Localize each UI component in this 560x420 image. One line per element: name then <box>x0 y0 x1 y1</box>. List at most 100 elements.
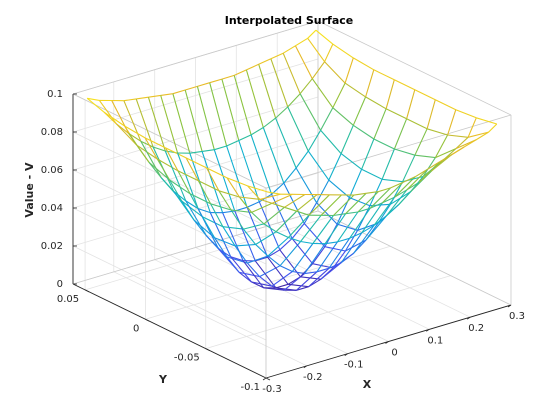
mesh-line <box>307 150 330 181</box>
grid-line-y-floor <box>205 275 451 349</box>
mesh-line <box>366 191 379 194</box>
mesh-line <box>435 148 457 159</box>
mesh-line <box>284 194 306 208</box>
mesh-line <box>320 129 342 154</box>
mesh-line <box>238 271 260 278</box>
mesh-line <box>201 216 216 239</box>
mesh-line <box>288 236 301 243</box>
x-tick-mark <box>385 341 389 344</box>
x-tick-label: -0.3 <box>262 384 282 395</box>
mesh-line <box>365 69 375 98</box>
mesh-line <box>221 78 240 141</box>
mesh-line <box>172 89 186 95</box>
mesh-line <box>307 37 326 63</box>
box-edge <box>317 210 512 306</box>
mesh-line <box>390 181 404 189</box>
mesh-line <box>406 89 416 119</box>
mesh-line <box>304 243 326 274</box>
z-tick-label: 0 <box>57 279 63 290</box>
mesh-line <box>382 196 395 204</box>
mesh-line <box>275 231 289 238</box>
mesh-line <box>251 211 265 225</box>
mesh-line <box>231 209 252 213</box>
mesh-line <box>197 208 220 250</box>
z-tick-label: 0.02 <box>41 241 63 252</box>
mesh-line <box>271 271 293 287</box>
mesh-line <box>291 243 314 272</box>
x-tick-mark <box>507 304 512 308</box>
box-edge <box>265 114 512 189</box>
mesh-line <box>300 240 313 245</box>
mesh-line <box>467 117 477 138</box>
mesh-line <box>267 237 289 257</box>
mesh-line <box>369 187 391 209</box>
mesh-line <box>422 157 436 177</box>
mesh-line <box>333 213 346 217</box>
mesh-line <box>414 89 436 101</box>
mesh-line <box>144 137 166 149</box>
mesh-line <box>315 29 334 45</box>
mesh-line <box>238 196 253 213</box>
x-tick-label: 0.2 <box>468 323 484 334</box>
mesh-line <box>349 207 371 239</box>
mesh-line <box>243 223 265 230</box>
mesh-line <box>365 215 387 241</box>
mesh-line <box>328 237 351 269</box>
mesh-line <box>373 108 387 140</box>
x-tick-mark <box>303 365 308 369</box>
mesh-line <box>369 202 383 209</box>
mesh-line <box>451 146 465 155</box>
mesh-line <box>332 250 346 269</box>
mesh-line <box>311 61 326 80</box>
mesh-line <box>279 265 293 272</box>
mesh-line <box>181 200 203 218</box>
z-tick-label: 0.04 <box>41 203 63 214</box>
mesh-line <box>222 210 235 214</box>
grid-line-x-floor <box>236 234 430 330</box>
mesh-line <box>287 214 310 238</box>
mesh-line <box>267 255 281 267</box>
mesh-line <box>336 211 359 243</box>
mesh-line <box>308 194 330 216</box>
mesh-line <box>447 109 457 136</box>
mesh-line <box>345 211 358 215</box>
mesh-line <box>222 226 236 247</box>
mesh-line <box>214 237 236 247</box>
mesh-line <box>148 162 162 179</box>
grid-line-y-floor <box>84 216 331 291</box>
mesh-line <box>332 43 354 59</box>
mesh-line <box>185 200 207 236</box>
mesh-line <box>312 246 326 265</box>
mesh-line <box>189 150 203 154</box>
mesh-line <box>357 207 371 213</box>
mesh-line <box>455 109 477 119</box>
mesh-line <box>135 98 154 148</box>
mesh-line <box>140 140 154 148</box>
mesh-line <box>247 255 269 264</box>
mesh-line <box>262 127 285 184</box>
mesh-line <box>209 78 223 84</box>
mesh-line <box>402 154 416 182</box>
mesh-line <box>259 276 273 287</box>
mesh-line <box>147 97 166 152</box>
mesh-line <box>98 100 117 125</box>
mesh-line <box>283 182 305 224</box>
mesh-line <box>394 176 416 198</box>
mesh-line <box>255 244 269 257</box>
mesh-line <box>324 213 347 245</box>
mesh-line <box>373 69 395 81</box>
mesh-line <box>296 286 309 291</box>
mesh-line <box>251 281 273 287</box>
mesh-line <box>328 153 342 181</box>
mesh-line <box>307 29 317 39</box>
mesh-line <box>353 57 375 71</box>
mesh-line <box>320 262 342 280</box>
grid-line-z-side <box>72 169 267 265</box>
mesh-line <box>230 256 252 283</box>
mesh-line <box>275 210 297 233</box>
y-tick-label: -0.1 <box>240 382 260 393</box>
y-tick-mark <box>84 289 90 293</box>
mesh-line <box>352 124 375 140</box>
mesh-line <box>304 271 317 275</box>
mesh-line <box>202 149 215 152</box>
